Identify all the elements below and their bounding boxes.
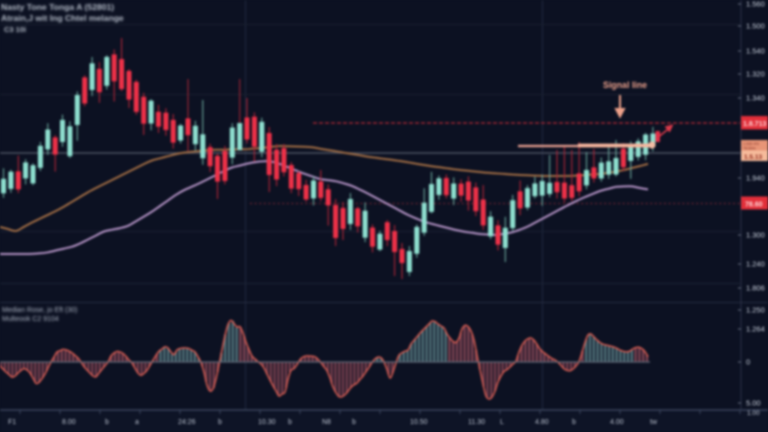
svg-text:4.00: 4.00 bbox=[610, 419, 624, 426]
svg-text:L: L bbox=[500, 419, 504, 426]
svg-text:1.500: 1.500 bbox=[746, 22, 765, 31]
svg-text:F1: F1 bbox=[8, 419, 16, 426]
svg-text:4.80: 4.80 bbox=[535, 419, 549, 426]
svg-text:1.806: 1.806 bbox=[746, 284, 765, 293]
svg-text:11.30: 11.30 bbox=[468, 419, 485, 426]
svg-text:Signal line: Signal line bbox=[603, 80, 647, 90]
svg-text:Nasty Tone Tonga A (52801): Nasty Tone Tonga A (52801) bbox=[1, 2, 114, 12]
svg-text:1.00: 1.00 bbox=[747, 410, 760, 417]
svg-text:1.240: 1.240 bbox=[746, 260, 765, 269]
svg-text:1.340: 1.340 bbox=[746, 94, 765, 103]
svg-text:1.320: 1.320 bbox=[746, 70, 765, 79]
svg-text:8.00: 8.00 bbox=[62, 419, 76, 426]
svg-text:1.250: 1.250 bbox=[746, 306, 765, 315]
svg-text:b: b bbox=[352, 419, 356, 426]
svg-text:0: 0 bbox=[746, 358, 750, 367]
svg-text:b: b bbox=[105, 419, 109, 426]
svg-text:1.530 4%: 1.530 4% bbox=[743, 142, 760, 146]
svg-text:a: a bbox=[135, 419, 139, 426]
svg-text:24:26: 24:26 bbox=[178, 419, 196, 426]
svg-text:1.940: 1.940 bbox=[746, 174, 765, 183]
svg-text:Multeook C2 9104: Multeook C2 9104 bbox=[2, 316, 59, 323]
svg-text:b: b bbox=[218, 419, 222, 426]
svg-text:1.8.713: 1.8.713 bbox=[743, 121, 766, 128]
svg-text:10.50: 10.50 bbox=[410, 419, 428, 426]
svg-text:N8: N8 bbox=[322, 419, 331, 426]
svg-text:1.264: 1.264 bbox=[746, 325, 765, 334]
svg-text:Median Rose, jo Eft (30): Median Rose, jo Eft (30) bbox=[2, 307, 77, 314]
svg-text:b: b bbox=[572, 419, 576, 426]
svg-text:tw: tw bbox=[650, 419, 658, 426]
svg-text:1.560: 1.560 bbox=[746, 0, 765, 9]
svg-text:1.5.13: 1.5.13 bbox=[744, 154, 762, 161]
svg-text:C3 10i: C3 10i bbox=[4, 25, 26, 34]
svg-text:1.540: 1.540 bbox=[746, 47, 765, 56]
svg-text:5.00: 5.00 bbox=[746, 399, 761, 408]
svg-text:78.60m: 78.60m bbox=[743, 147, 756, 151]
svg-text:b: b bbox=[288, 419, 292, 426]
svg-text:Atrain,J wit Ing Chtel melan: Atrain,J wit Ing Chtel melange bbox=[1, 13, 124, 23]
svg-text:10.30: 10.30 bbox=[258, 419, 276, 426]
svg-text:1.300: 1.300 bbox=[746, 231, 765, 240]
svg-text:78.60: 78.60 bbox=[745, 202, 763, 209]
